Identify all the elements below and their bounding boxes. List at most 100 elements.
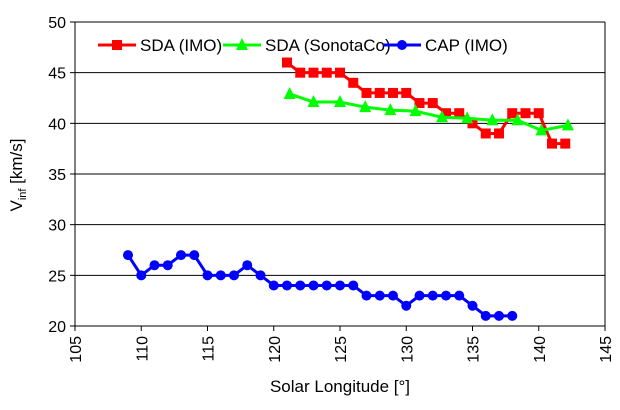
axes [70, 21, 606, 331]
marker-square [401, 87, 412, 98]
marker-circle [414, 290, 425, 301]
legend-item: SDA (SonotaCo) [223, 36, 391, 55]
marker-circle [321, 280, 332, 291]
marker-triangle [436, 110, 449, 123]
marker-triangle [236, 38, 248, 50]
marker-circle [374, 290, 385, 301]
marker-square [520, 108, 531, 119]
marker-circle [268, 280, 279, 291]
x-tick-label: 115 [201, 336, 218, 362]
marker-square [348, 77, 359, 88]
marker-triangle [334, 95, 346, 108]
marker-circle [480, 310, 491, 321]
y-tick-label: 30 [48, 218, 66, 235]
marker-circle [176, 250, 186, 261]
legend: SDA (IMO) SDA (SonotaCo) CAP (IMO) [98, 36, 508, 55]
y-axis-label-rest: [km/s] [7, 138, 26, 188]
marker-triangle [283, 86, 296, 99]
marker-circle [295, 280, 306, 291]
marker-circle [441, 290, 451, 301]
marker-circle [401, 300, 412, 311]
marker-circle [361, 290, 372, 301]
marker-square [335, 67, 345, 78]
y-tick-label: 25 [48, 268, 66, 285]
marker-triangle [384, 103, 397, 116]
x-tick-label: 130 [399, 336, 416, 363]
marker-square [494, 128, 504, 139]
marker-square [374, 87, 385, 98]
marker-square [441, 108, 451, 119]
x-tick-label: 125 [333, 336, 350, 363]
marker-circle [242, 260, 253, 271]
marker-circle [215, 270, 226, 281]
marker-circle [136, 270, 147, 281]
marker-triangle [535, 123, 548, 136]
x-tick-label: 105 [68, 336, 85, 363]
legend-label: CAP (IMO) [425, 36, 508, 55]
marker-triangle [461, 111, 474, 124]
marker-square [427, 98, 438, 109]
marker-triangle [511, 113, 524, 126]
series-line [286, 61, 566, 146]
legend-item: CAP (IMO) [383, 36, 508, 55]
x-tick-label: 120 [267, 336, 284, 363]
marker-square [467, 118, 478, 129]
y-tick-label: 45 [48, 66, 66, 83]
marker-square [388, 87, 398, 98]
marker-square [308, 67, 319, 78]
x-axis-label: Solar Longitude [°] [270, 377, 410, 396]
y-axis-label-sub: inf [17, 188, 29, 201]
marker-square [112, 40, 122, 50]
marker-square [547, 138, 557, 149]
marker-square [361, 87, 372, 98]
marker-triangle [359, 100, 372, 113]
marker-circle [255, 270, 266, 281]
marker-triangle [561, 118, 574, 131]
marker-circle [348, 280, 359, 291]
marker-circle [123, 250, 133, 261]
marker-circle [229, 270, 239, 281]
marker-circle [507, 310, 518, 321]
y-axis-label-main: V [7, 200, 26, 212]
series-sda-sonotaco [283, 86, 574, 136]
marker-square [507, 108, 518, 119]
series-line [126, 253, 513, 318]
legend-item: SDA (IMO) [98, 36, 222, 55]
x-tick-label: 110 [134, 336, 151, 362]
marker-square [533, 108, 544, 119]
y-tick-labels: 20 25 30 35 40 45 50 [48, 15, 66, 336]
marker-triangle [307, 95, 320, 108]
x-tick-label: 140 [532, 336, 549, 363]
marker-circle [467, 300, 478, 311]
marker-square [480, 128, 491, 139]
series-group [123, 57, 574, 321]
marker-square [282, 57, 292, 68]
marker-circle [308, 280, 319, 291]
y-tick-label: 20 [48, 319, 66, 336]
marker-circle [427, 290, 438, 301]
marker-square [295, 67, 306, 78]
marker-circle [388, 290, 398, 301]
y-tick-label: 50 [48, 15, 66, 32]
marker-square [414, 98, 425, 109]
marker-square [454, 108, 465, 119]
series-cap-imo [123, 250, 518, 321]
marker-triangle [409, 104, 422, 117]
x-tick-label: 135 [466, 336, 483, 363]
marker-circle [282, 280, 292, 291]
marker-circle [149, 260, 160, 271]
marker-triangle [486, 113, 499, 126]
marker-square [321, 67, 332, 78]
y-tick-label: 35 [48, 167, 66, 184]
marker-circle [397, 40, 407, 50]
marker-circle [202, 270, 213, 281]
marker-square [560, 138, 571, 149]
marker-circle [162, 260, 173, 271]
marker-circle [189, 250, 200, 261]
x-tick-label: 145 [598, 336, 615, 363]
marker-circle [454, 290, 465, 301]
gridlines [75, 21, 605, 276]
y-tick-label: 40 [48, 116, 66, 133]
legend-label: SDA (SonotaCo) [265, 36, 391, 55]
